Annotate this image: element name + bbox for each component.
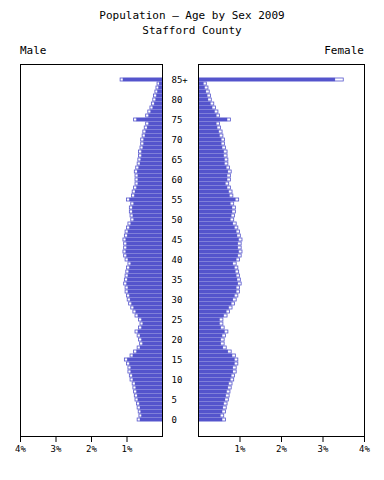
svg-text:80: 80 [172,95,183,105]
svg-text:1%: 1% [235,444,246,454]
svg-text:85+: 85+ [172,75,189,85]
html-text:Male: Male [20,44,47,57]
svg-text:0: 0 [172,415,177,425]
svg-text:20: 20 [172,335,183,345]
svg-text:65: 65 [172,155,183,165]
svg-text:50: 50 [172,215,183,225]
svg-text:75: 75 [172,115,183,125]
svg-text:15: 15 [172,355,183,365]
svg-text:55: 55 [172,195,183,205]
svg-text:45: 45 [172,235,183,245]
svg-text:25: 25 [172,315,183,325]
html-text:Population — Age by Sex 2009: Population — Age by Sex 2009 [99,9,285,22]
html-text:Female: Female [324,44,364,57]
svg-text:40: 40 [172,255,183,265]
svg-text:3%: 3% [318,444,329,454]
svg-text:4%: 4% [359,444,370,454]
svg-text:4%: 4% [15,444,26,454]
svg-text:5: 5 [172,395,177,405]
svg-text:30: 30 [172,295,183,305]
svg-text:3%: 3% [51,444,62,454]
html-text:Stafford County: Stafford County [142,24,242,37]
svg-text:2%: 2% [86,444,97,454]
svg-text:10: 10 [172,375,183,385]
svg-text:2%: 2% [276,444,287,454]
svg-text:35: 35 [172,275,183,285]
svg-text:60: 60 [172,175,183,185]
svg-text:70: 70 [172,135,183,145]
svg-text:1%: 1% [122,444,133,454]
